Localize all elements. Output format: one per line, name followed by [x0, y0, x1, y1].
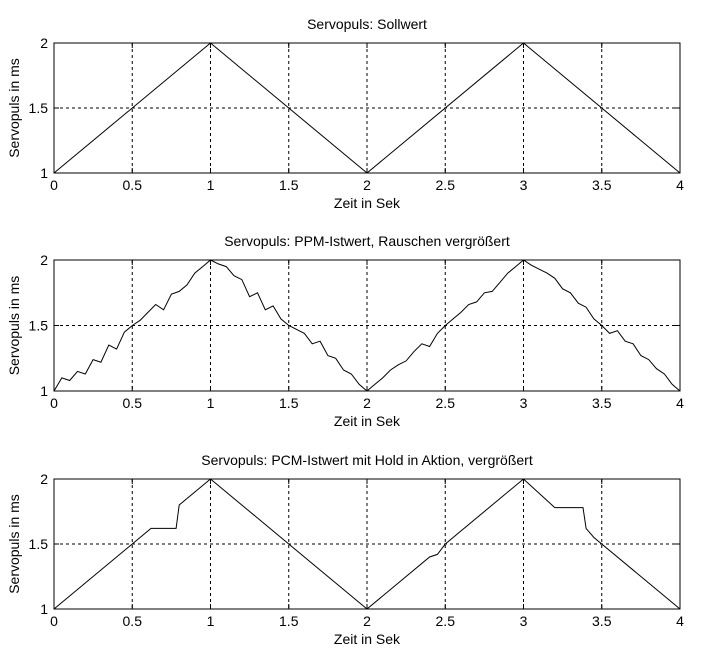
y-tick-label: 1 — [40, 165, 48, 181]
chart-title: Servopuls: PPM-Istwert, Rauschen vergröß… — [224, 233, 510, 249]
x-tick-label: 0.5 — [123, 395, 143, 411]
x-tick-label: 0.5 — [123, 613, 143, 629]
y-tick-label: 1.5 — [29, 536, 49, 552]
x-axis-label: Zeit in Sek — [334, 195, 401, 211]
x-tick-label: 1.5 — [279, 613, 299, 629]
x-tick-label: 4 — [676, 177, 684, 193]
x-tick-label: 1 — [207, 613, 215, 629]
x-tick-label: 2 — [363, 613, 371, 629]
series-line — [53, 259, 681, 392]
y-tick-label: 2 — [40, 252, 48, 268]
x-tick-label: 0.5 — [123, 177, 143, 193]
chart-title: Servopuls: PCM-Istwert mit Hold in Aktio… — [201, 452, 533, 468]
chart-title: Servopuls: Sollwert — [307, 16, 427, 32]
x-tick-label: 3.5 — [592, 395, 612, 411]
x-tick-label: 1 — [207, 395, 215, 411]
x-tick-label: 3.5 — [592, 613, 612, 629]
x-tick-label: 4 — [676, 395, 684, 411]
x-tick-label: 2.5 — [436, 613, 456, 629]
x-tick-label: 0 — [50, 395, 58, 411]
x-tick-label: 4 — [676, 613, 684, 629]
x-tick-label: 1.5 — [279, 177, 299, 193]
x-tick-label: 2.5 — [436, 177, 456, 193]
y-tick-label: 1 — [40, 601, 48, 617]
x-axis-label: Zeit in Sek — [334, 631, 401, 647]
x-tick-label: 3 — [520, 177, 528, 193]
series-line — [53, 478, 681, 610]
y-tick-label: 1 — [40, 383, 48, 399]
x-tick-label: 2 — [363, 395, 371, 411]
x-tick-label: 2.5 — [436, 395, 456, 411]
y-tick-label: 1.5 — [29, 318, 49, 334]
y-tick-label: 1.5 — [29, 100, 49, 116]
y-tick-label: 2 — [40, 35, 48, 51]
x-tick-label: 1 — [207, 177, 215, 193]
x-tick-label: 3.5 — [592, 177, 612, 193]
x-tick-label: 0 — [50, 177, 58, 193]
x-tick-label: 0 — [50, 613, 58, 629]
x-axis-label: Zeit in Sek — [334, 413, 401, 429]
chart-panel-1: 0 0.5 1 1.5 2 2.5 3 3.5 4 1 1.5 2 Servopuls: Sollwer… — [6, 16, 684, 211]
x-tick-label: 3 — [520, 613, 528, 629]
y-tick-label: 2 — [40, 471, 48, 487]
y-axis-label: Servopuls in ms — [6, 58, 22, 158]
y-axis-label: Servopuls in ms — [6, 494, 22, 594]
x-tick-label: 1.5 — [279, 395, 299, 411]
y-axis-label: Servopuls in ms — [6, 276, 22, 376]
x-tick-label: 3 — [520, 395, 528, 411]
chart-panel-3: 0 0.5 1 1.5 2 2.5 3 3.5 4 1 1.5 2 Servopuls: PCM-Ist… — [6, 452, 684, 647]
x-tick-label: 2 — [363, 177, 371, 193]
chart-panel-2: 0 0.5 1 1.5 2 2.5 3 3.5 4 1 1.5 2 Servopuls: PPM-Ist… — [6, 233, 684, 429]
series-line — [53, 42, 681, 174]
